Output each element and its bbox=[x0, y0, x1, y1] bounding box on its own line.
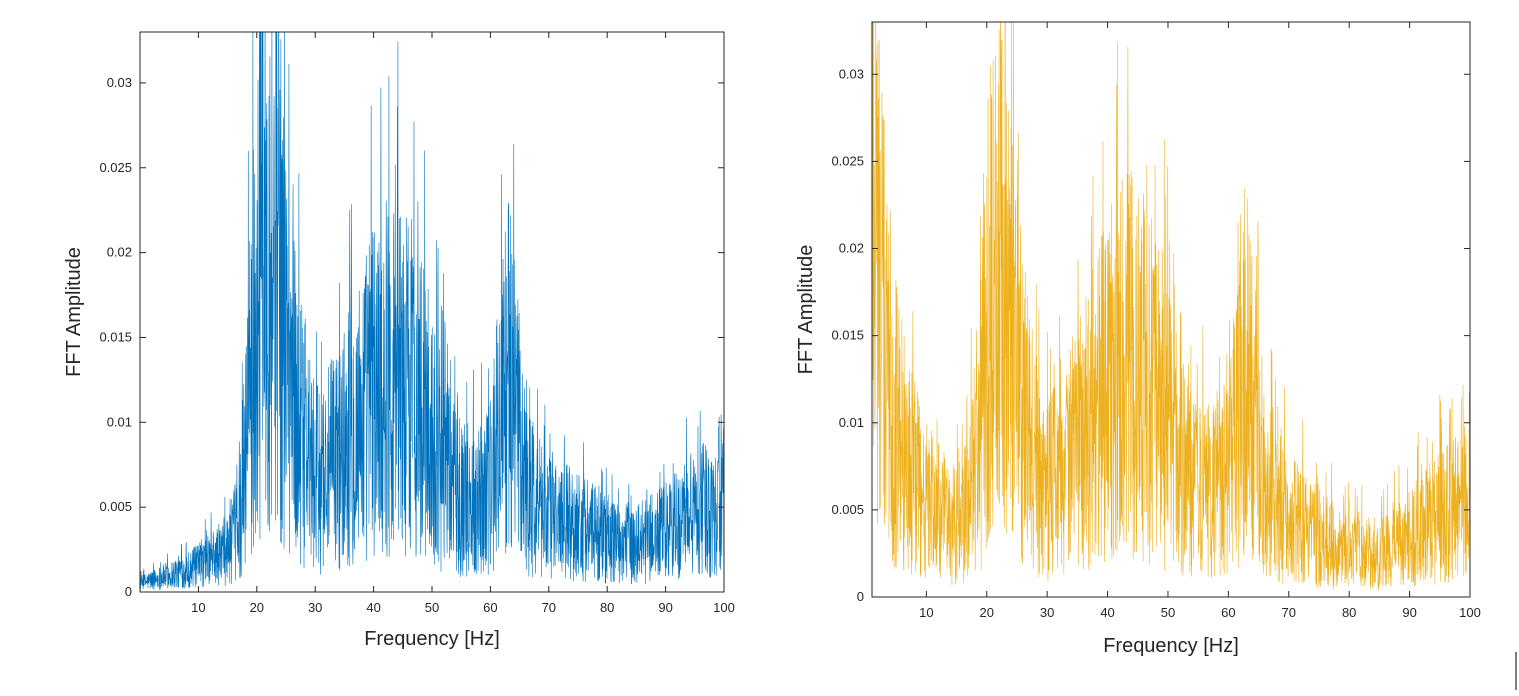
x-tick-label: 60 bbox=[1221, 605, 1235, 620]
x-tick-label: 90 bbox=[1402, 605, 1416, 620]
x-tick-label: 100 bbox=[1459, 605, 1481, 620]
x-tick-label: 10 bbox=[191, 600, 205, 615]
x-tick-label: 40 bbox=[1100, 605, 1114, 620]
x-tick-label: 50 bbox=[1161, 605, 1175, 620]
x-tick-label: 70 bbox=[542, 600, 556, 615]
x-axis-label: Frequency [Hz] bbox=[1103, 635, 1239, 657]
x-tick-label: 40 bbox=[366, 600, 380, 615]
left-fft-plot: 10 20 30 40 50 60 70 80 90 100 0 0.005 0.01 0.015 0.02… bbox=[63, 31, 735, 650]
x-tick-label: 80 bbox=[1342, 605, 1356, 620]
axes-frame bbox=[871, 21, 1471, 598]
x-tick-label: 100 bbox=[713, 600, 735, 615]
right-fft-plot: 10 20 30 40 50 60 70 80 90 100 0 0.005 0.01 0.015 0.02… bbox=[795, 21, 1481, 657]
y-tick-label: 0.025 bbox=[99, 160, 132, 175]
y-tick-label: 0 bbox=[857, 589, 864, 604]
x-tick-label: 80 bbox=[600, 600, 614, 615]
y-tick-label: 0.02 bbox=[107, 245, 132, 260]
y-axis-label: FFT Amplitude bbox=[795, 245, 817, 375]
y-tick-label: 0.02 bbox=[839, 241, 864, 256]
x-tick-label: 50 bbox=[425, 600, 439, 615]
y-axis-label: FFT Amplitude bbox=[63, 247, 85, 377]
y-tick-label: 0 bbox=[125, 584, 132, 599]
spectrum-line bbox=[140, 32, 724, 590]
x-tick-label: 90 bbox=[658, 600, 672, 615]
y-tick-label: 0.01 bbox=[839, 415, 864, 430]
y-tick-label: 0.01 bbox=[107, 414, 132, 429]
spectrum-line bbox=[872, 22, 1470, 590]
x-tick-label: 60 bbox=[483, 600, 497, 615]
x-axis-label: Frequency [Hz] bbox=[364, 628, 500, 650]
x-tick-label: 30 bbox=[308, 600, 322, 615]
y-tick-label: 0.03 bbox=[839, 66, 864, 81]
x-tick-label: 10 bbox=[919, 605, 933, 620]
x-tick-label: 70 bbox=[1282, 605, 1296, 620]
x-tick-label: 20 bbox=[980, 605, 994, 620]
x-tick-label: 20 bbox=[250, 600, 264, 615]
y-tick-label: 0.005 bbox=[99, 499, 132, 514]
y-tick-label: 0.025 bbox=[831, 153, 864, 168]
y-tick-label: 0.015 bbox=[831, 328, 864, 343]
x-tick-label: 30 bbox=[1040, 605, 1054, 620]
y-tick-label: 0.03 bbox=[107, 75, 132, 90]
y-tick-label: 0.015 bbox=[99, 329, 132, 344]
y-tick-label: 0.005 bbox=[831, 502, 864, 517]
